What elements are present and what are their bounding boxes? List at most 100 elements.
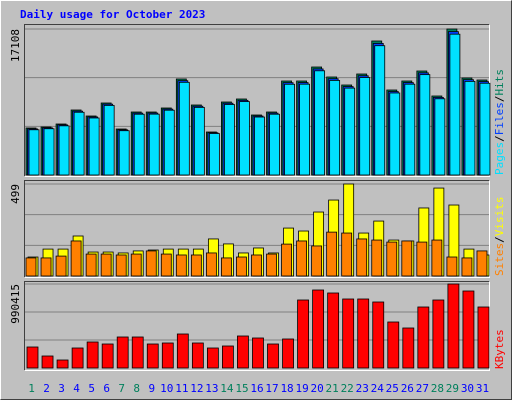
bar <box>101 343 114 369</box>
bar <box>299 83 310 176</box>
bar <box>281 243 292 277</box>
bar <box>329 80 341 176</box>
bar <box>401 240 413 277</box>
x-tick-label: 4 <box>73 382 80 395</box>
bar <box>145 250 157 277</box>
bar <box>267 343 279 369</box>
bar <box>191 342 204 369</box>
x-tick-label: 15 <box>235 382 248 395</box>
bar <box>208 133 220 176</box>
legend-label: KBytes <box>493 329 506 369</box>
plot-bevel <box>24 180 490 278</box>
legend-separator: / <box>493 236 506 243</box>
x-tick-label: 12 <box>190 382 203 395</box>
bar <box>70 240 82 277</box>
bar <box>297 299 309 369</box>
bar <box>205 252 217 277</box>
bar <box>40 257 52 277</box>
bar <box>163 109 175 176</box>
bar <box>326 231 338 277</box>
x-tick-label: 14 <box>220 382 234 395</box>
bar <box>341 232 353 277</box>
plot-bevel <box>24 281 490 371</box>
y-tick-label: 990415 <box>9 284 22 324</box>
bar <box>327 292 340 369</box>
bar <box>387 321 400 369</box>
bar <box>434 98 446 176</box>
legend: Pages/Files/Hits <box>493 69 506 175</box>
bar <box>311 245 323 277</box>
x-tick-label: 18 <box>280 382 293 395</box>
x-tick-label: 5 <box>88 382 95 395</box>
bar <box>100 253 112 277</box>
bar <box>28 129 40 176</box>
bar <box>356 238 368 277</box>
legend-separator: / <box>493 135 506 142</box>
x-tick-label: 29 <box>446 382 459 395</box>
bar <box>73 111 85 176</box>
bar <box>314 70 326 176</box>
bar <box>252 337 264 369</box>
bar <box>176 333 189 369</box>
bar <box>236 256 247 277</box>
bar <box>103 105 115 176</box>
bar <box>359 77 371 176</box>
x-tick-label: 19 <box>295 382 308 395</box>
bar <box>477 306 490 369</box>
x-tick-label: 31 <box>476 382 489 395</box>
bar <box>178 81 190 176</box>
x-tick-label: 7 <box>118 382 125 395</box>
bar <box>372 301 385 369</box>
bar <box>374 45 386 176</box>
bar <box>476 250 488 277</box>
plot-bevel <box>24 281 490 371</box>
bar <box>55 255 67 277</box>
bar <box>118 130 130 176</box>
x-tick-label: 27 <box>416 382 429 395</box>
bar <box>416 241 428 277</box>
plot-bevel <box>24 24 490 177</box>
bar <box>462 290 475 369</box>
bar <box>282 338 294 369</box>
bar <box>58 125 70 176</box>
bar <box>402 327 415 369</box>
bar <box>148 113 160 176</box>
bar <box>404 83 416 176</box>
x-tick-label: 13 <box>205 382 218 395</box>
x-tick-label: 2 <box>43 382 50 395</box>
bar <box>221 257 232 277</box>
bar <box>432 299 445 369</box>
x-tick-label: 30 <box>461 382 474 395</box>
bar <box>464 80 476 176</box>
x-tick-label: 16 <box>250 382 263 395</box>
legend-label: Pages <box>493 142 506 175</box>
x-tick-label: 8 <box>133 382 140 395</box>
bar <box>419 74 431 176</box>
bar <box>446 256 458 277</box>
bar <box>417 306 430 369</box>
plot-bevel <box>24 24 490 177</box>
legend-label: Visits <box>493 197 506 237</box>
bar <box>296 240 307 277</box>
legend-label: Files <box>493 102 506 135</box>
bar <box>190 254 202 277</box>
bar <box>224 104 235 176</box>
bar <box>43 128 55 176</box>
x-tick-label: 3 <box>58 382 65 395</box>
bar <box>161 342 174 369</box>
legend-label: Hits <box>493 69 506 96</box>
bar <box>26 346 39 369</box>
legend-separator: / <box>493 96 506 103</box>
bar <box>160 253 172 277</box>
bar <box>86 341 99 369</box>
bar <box>284 83 295 176</box>
bar <box>133 113 145 176</box>
bar <box>193 107 205 176</box>
x-tick-label: 24 <box>371 382 385 395</box>
x-tick-label: 9 <box>148 382 155 395</box>
bar <box>269 113 280 176</box>
x-tick-label: 10 <box>160 382 173 395</box>
bar <box>88 117 100 176</box>
